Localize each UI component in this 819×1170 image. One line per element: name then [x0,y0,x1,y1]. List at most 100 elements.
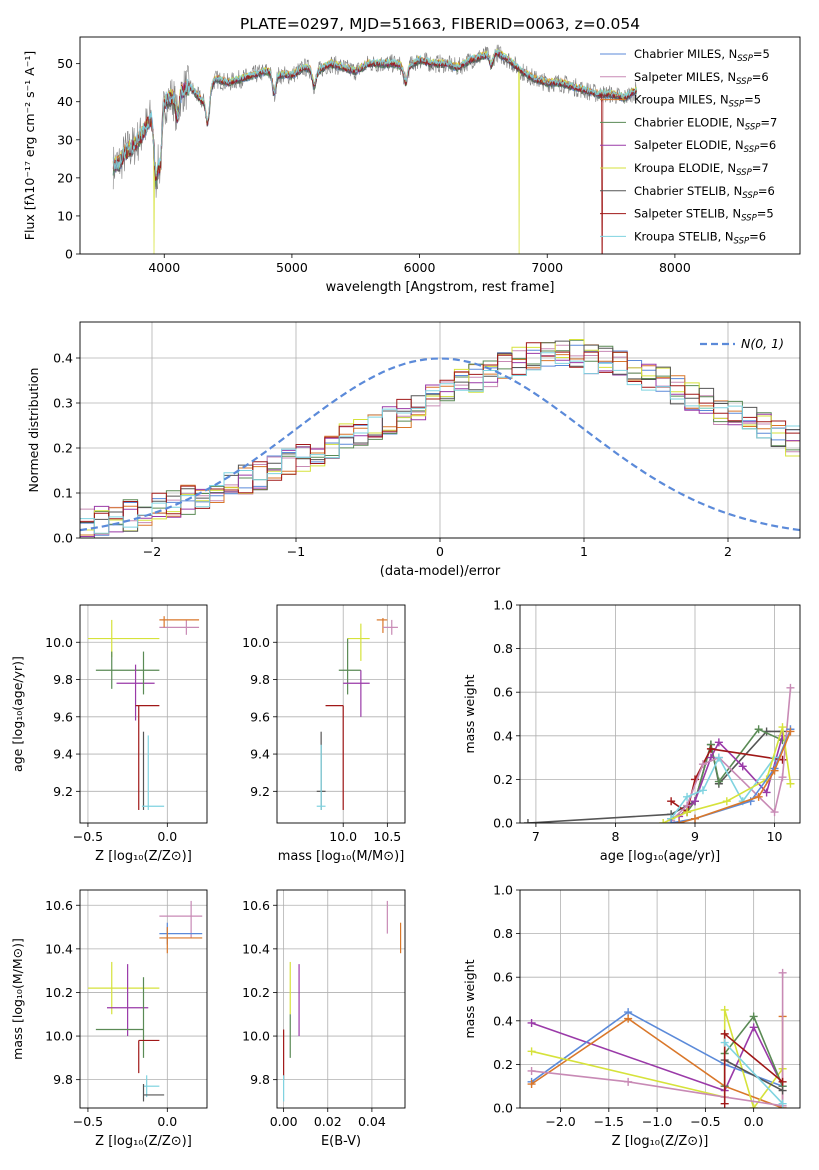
axes-frame [79,604,208,824]
y-tick-label: 0.0 [53,531,73,546]
x-tick-label: −2.0 [545,1114,575,1129]
y-tick-label: 9.8 [53,672,73,687]
y-tick-label: 0.8 [493,926,513,941]
plot-area [87,616,200,810]
y-tick-label: 9.8 [250,672,270,687]
histogram-step-line [80,339,800,532]
y-tick-label: 9.6 [250,709,270,724]
series-point-marker [527,1066,536,1075]
x-tick-label: −2 [143,544,161,559]
x-axis-label: Z [log₁₀(Z/Z⊙)] [612,1134,709,1149]
legend-label: Salpeter MILES, NSSP=6 [634,70,769,87]
plot-area [316,618,398,810]
series-point-marker [754,792,763,801]
histogram-step-line [80,340,800,532]
series-point-marker [722,797,731,806]
y-axis-label: mass weight [462,959,477,1038]
x-tick-label: 0.0 [157,1114,177,1129]
panel-spectrum: 4000 5000 6000 7000 8000 0 10 20 30 40 50 wavelengt… [22,36,801,295]
series-point-marker [683,808,692,817]
axes-frame [276,604,406,824]
x-tick-label: −1.0 [642,1114,672,1129]
y-tick-label: 0.2 [493,772,513,787]
series-point-marker [624,1077,633,1086]
model-spectrum-line [112,51,637,184]
x-tick-label: 10.5 [373,829,401,844]
series-point-marker [754,725,763,734]
y-tick-label: 30 [57,132,73,147]
series-point-marker [778,755,787,764]
y-tick-label: 10 [57,208,73,223]
series-point-marker [691,814,699,823]
x-tick-label: 4000 [148,260,180,275]
panel-age-vs-mass: 10.0 10.5 9.2 9.4 9.6 9.8 10.0 mass [log₁₀(M/M⊙… [242,604,406,864]
y-axis-label: mass weight [462,674,477,753]
series-point-marker [527,1080,536,1089]
y-tick-label: 20 [57,170,73,185]
x-axis-label: wavelength [Angstrom, rest frame] [326,280,555,295]
series-point-marker [778,1077,787,1086]
x-tick-label: 8000 [659,260,691,275]
x-tick-label: 0.02 [314,1114,342,1129]
y-tick-label: 1.0 [493,883,513,898]
series-point-marker [770,766,779,775]
y-tick-label: 50 [57,56,73,71]
model-spectrum-line [112,50,637,179]
series-point-marker [786,683,795,692]
plot-area [80,339,800,538]
series-point-marker [714,777,723,786]
y-tick-label: 1.0 [493,598,513,613]
y-tick-label: 10.0 [242,635,270,650]
x-axis-label: Z [log₁₀(Z/Z⊙)] [95,849,192,864]
x-tick-label: −0.5 [73,829,103,844]
legend-label: Salpeter STELIB, NSSP=5 [634,207,774,224]
y-tick-label: 9.2 [250,784,270,799]
x-tick-label: 0.00 [270,1114,298,1129]
legend: N(0, 1) [700,336,784,351]
series-line [662,726,792,823]
model-spectrum-line [112,50,637,181]
histogram-step-line [80,342,800,522]
series-point-marker [720,1005,729,1014]
y-tick-label: 0.2 [53,441,73,456]
series-point-marker [749,1023,758,1032]
panel-mass-weight-vs-Z: −2.0 −1.5 −1.0 −0.5 0.0 0.0 0.2 0.4 0.6 0.8 1.0 Z [… [462,883,801,1149]
series-point-marker [770,808,779,817]
x-tick-label: 8 [611,829,619,844]
series-point-marker [720,1029,729,1038]
y-tick-label: 0.0 [493,816,513,831]
series-point-marker [698,760,707,769]
y-tick-label: 10.4 [45,941,73,956]
y-tick-label: 9.2 [53,784,73,799]
x-tick-label: 0.0 [744,1114,764,1129]
series-point-marker [683,792,692,801]
series-point-marker [778,968,787,977]
plot-area [523,683,795,823]
histogram-step-line [80,339,800,538]
series-point-marker [659,819,668,823]
y-tick-label: 10.6 [45,898,73,913]
x-tick-label: 5000 [276,260,308,275]
x-axis-label: E(B-V) [321,1134,361,1149]
y-axis-label: age [log₁₀(age/yr)] [10,656,25,772]
y-tick-label: 0.6 [493,970,513,985]
series-point-marker [527,1047,536,1056]
histogram-step-line [80,352,800,534]
series-point-marker [667,819,676,823]
x-tick-label: 1 [580,544,588,559]
legend: Chabrier MILES, NSSP=5 Salpeter MILES, NS… [600,47,777,246]
axes-frame [276,889,406,1109]
series-point-marker [762,788,771,797]
y-tick-label: 0 [65,247,73,262]
y-tick-label: 9.8 [250,1072,270,1087]
x-tick-label: 10 [767,829,783,844]
x-axis-label: mass [log₁₀(M/M⊙)] [278,849,405,864]
plot-area [112,44,637,254]
axes-frame [79,36,801,255]
model-spectrum-line [112,51,637,181]
plot-area [87,900,203,1102]
series-point-marker [675,819,684,823]
legend-label: N(0, 1) [741,336,784,351]
series-point-marker [778,723,787,732]
